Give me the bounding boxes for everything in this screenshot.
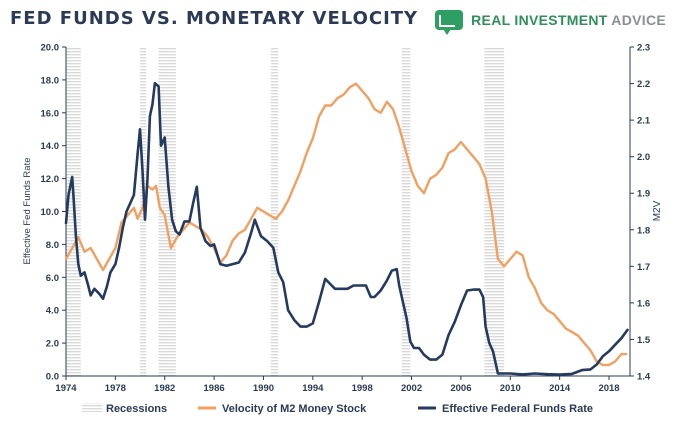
y-left-tick-label: 8.0: [46, 240, 59, 251]
y-right-tick-label: 1.9: [637, 189, 650, 200]
recession-band-5: [401, 47, 411, 376]
series: [64, 81, 629, 376]
x-tick-label: 2002: [401, 383, 422, 394]
chart-bubble-icon: [435, 10, 464, 35]
brand-name: REAL INVESTMENT ADVICE: [471, 12, 666, 28]
series-line-m2-velocity: [64, 82, 628, 367]
y-left-tick-label: 12.0: [41, 174, 60, 185]
y-axis-right-label: M2V: [652, 200, 663, 221]
x-tick-label: 1982: [154, 383, 175, 394]
y-left-tick-label: 18.0: [41, 75, 60, 86]
y-right-tick-label: 1.7: [637, 262, 650, 273]
recession-band-4: [270, 47, 279, 376]
legend-label: Effective Federal Funds Rate: [442, 403, 593, 415]
x-tick-label: 1978: [105, 383, 126, 394]
x-tick-label: 2006: [450, 383, 471, 394]
y-left-tick-label: 10.0: [41, 207, 60, 218]
legend-recessions: Recessions: [82, 403, 167, 415]
y-right-tick-label: 1.6: [637, 298, 650, 309]
y-right-tick-label: 2.1: [637, 116, 651, 127]
legend: Recessions Velocity of M2 Money Stock Effe…: [82, 403, 593, 415]
legend-label: Velocity of M2 Money Stock: [222, 403, 367, 415]
series-line-fed-funds: [64, 81, 629, 376]
y-right-tick-label: 2.0: [637, 152, 650, 163]
y-left-tick-label: 0.0: [46, 372, 59, 383]
recession-band-3: [158, 47, 176, 376]
legend-fed-funds: Effective Federal Funds Rate: [418, 403, 593, 415]
brand-logo: REAL INVESTMENT ADVICE: [435, 10, 666, 35]
legend-label: Recessions: [106, 403, 167, 415]
x-tick-label: 1990: [253, 383, 274, 394]
brand-secondary: ADVICE: [611, 12, 666, 28]
y-right-tick-label: 1.5: [637, 335, 651, 346]
y-right-tick-label: 1.4: [637, 372, 651, 383]
y-left-tick-label: 4.0: [46, 306, 59, 317]
legend-swatch: [82, 403, 102, 412]
recession-band-2: [140, 47, 147, 376]
y-left-tick-label: 14.0: [41, 141, 60, 152]
y-axis-left-label: Effective Fed Funds Rate: [22, 157, 33, 264]
y-left-tick-label: 20.0: [41, 43, 60, 54]
y-right-tick-label: 1.8: [637, 225, 650, 236]
x-tick-label: 2014: [549, 383, 571, 394]
axes: 0.0 2.0 4.0 6.0 8.0 10.0 12.0 14.0 16.0 18.0 20.0 1…: [41, 43, 651, 395]
brand-primary: REAL INVESTMENT: [471, 12, 608, 28]
x-tick-label: 1986: [204, 383, 225, 394]
y-right-tick-label: 2.3: [637, 43, 650, 54]
x-tick-label: 2018: [598, 383, 619, 394]
y-left-tick-label: 16.0: [41, 108, 60, 119]
legend-m2-velocity: Velocity of M2 Money Stock: [198, 403, 367, 415]
y-left-tick-label: 6.0: [46, 273, 59, 284]
x-tick-label: 1994: [302, 383, 324, 394]
chart-title: FED FUNDS VS. MONETARY VELOCITY: [10, 8, 419, 29]
y-right-tick-label: 2.2: [637, 79, 650, 90]
x-tick-label: 1998: [352, 383, 373, 394]
x-tick-label: 2010: [500, 383, 521, 394]
recession-band-6: [484, 47, 505, 376]
y-left-tick-label: 2.0: [46, 339, 59, 350]
recession-bands: [66, 47, 505, 376]
x-tick-label: 1974: [55, 383, 77, 394]
